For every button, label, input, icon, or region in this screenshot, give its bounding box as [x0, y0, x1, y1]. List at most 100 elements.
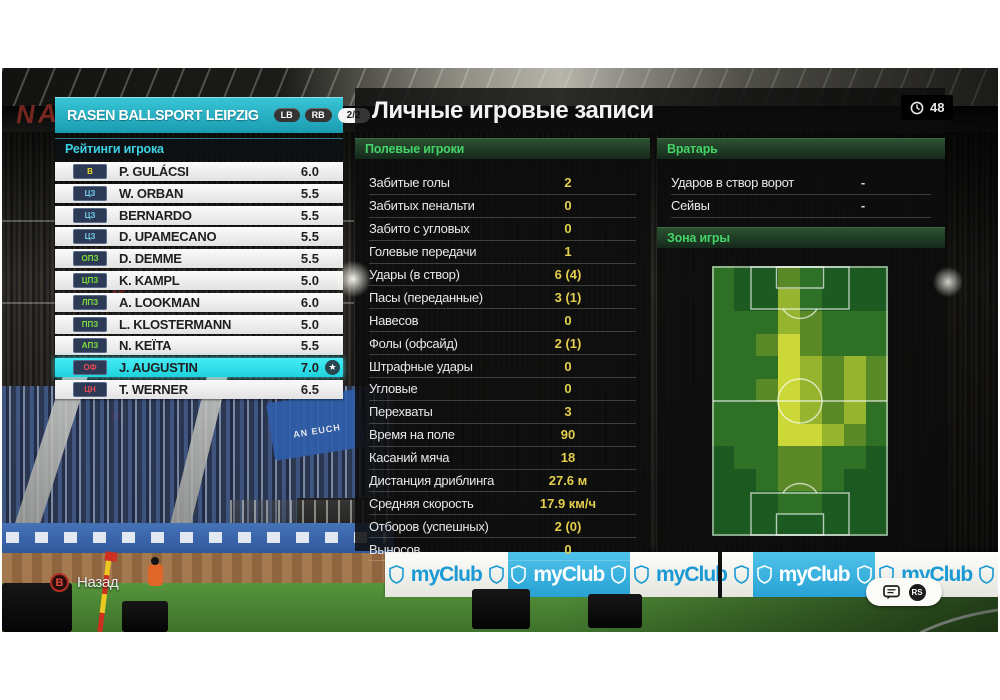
player-row[interactable]: ОФ J. AUGUSTIN 7.0 ★ [55, 358, 343, 378]
heatmap-cell [844, 378, 866, 401]
goalkeeper-title: Вратарь [667, 142, 718, 156]
stat-label: Забитых пенальти [369, 198, 475, 214]
ad-panel: myClub [752, 552, 876, 597]
heatmap-cell [712, 491, 734, 514]
player-rating: 6.5 [300, 382, 319, 397]
heatmap-cell [756, 266, 778, 289]
team-name: RASEN BALLSPORT LEIPZIG [67, 106, 259, 124]
player-row[interactable]: АПЗ N. KEÏTA 5.5 [55, 336, 343, 356]
ad-logo-text: myClub [410, 562, 483, 586]
microphone-stand [718, 538, 722, 598]
heatmap-cell [734, 423, 756, 446]
player-row[interactable]: ЦЗ BERNARDO 5.5 [55, 205, 343, 225]
heatmap-cell [756, 513, 778, 536]
heatmap-cell [712, 333, 734, 356]
field-players-section [355, 159, 650, 551]
heatmap-cell [800, 356, 822, 379]
stat-row: Перехваты 3 [369, 401, 636, 424]
heatmap-cell [778, 311, 800, 334]
shield-icon [511, 565, 527, 584]
stat-value: 2 (0) [554, 518, 582, 534]
player-name: T. WERNER [119, 382, 188, 397]
heatmap-cell [712, 468, 734, 491]
stat-row: Дистанция дриблинга 27.6 м [369, 470, 636, 493]
heatmap-cell [822, 446, 844, 469]
heatmap-cell [712, 513, 734, 536]
steward-head [151, 557, 159, 565]
heatmap-cell [800, 401, 822, 424]
heatmap-cell [712, 446, 734, 469]
heatmap-cell [866, 356, 888, 379]
heatmap-cell [756, 423, 778, 446]
heatmap-cell [756, 446, 778, 469]
player-rating: 5.5 [300, 185, 319, 201]
heatmap-cell [756, 491, 778, 514]
heatmap-cell [844, 311, 866, 334]
heatmap-cell [866, 446, 888, 469]
player-row[interactable]: ЦЗ D. UPAMECANO 5.5 [55, 227, 343, 247]
chat-icon[interactable] [882, 584, 900, 600]
shield-icon [756, 565, 772, 584]
heatmap-cell [734, 468, 756, 491]
heatmap-cell [800, 378, 822, 401]
player-row[interactable]: ЦЗ W. ORBAN 5.5 [55, 183, 343, 203]
heatmap-cell [778, 423, 800, 446]
section-header-zone: Зона игры [657, 227, 945, 248]
player-row[interactable]: В P. GULÁCSI 6.0 [55, 162, 343, 181]
player-row[interactable]: ЦПЗ K. KAMPL 5.0 [55, 271, 343, 290]
heatmap-cell [712, 266, 734, 289]
stat-label: Сейвы [671, 198, 710, 214]
player-name: J. AUGUSTIN [119, 360, 198, 376]
heatmap-cell [756, 468, 778, 491]
heatmap-cell [866, 401, 888, 424]
heatmap-cell [822, 333, 844, 356]
stat-label: Отборов (успешных) [369, 518, 489, 534]
rb-button[interactable]: RB [304, 108, 332, 122]
star-icon: ★ [325, 360, 340, 376]
position-badge: ЦН [73, 382, 107, 397]
heatmap-cell [778, 491, 800, 514]
player-row[interactable]: ППЗ L. KLOSTERMANN 5.0 [55, 314, 343, 334]
back-button[interactable]: B Назад [50, 573, 119, 592]
goalkeeper-stats-list: Ударов в створ ворот - Сейвы - [657, 172, 945, 218]
heatmap-cell [844, 446, 866, 469]
heatmap-cell [734, 378, 756, 401]
player-rating: 5.5 [300, 338, 319, 354]
heatmap-cell [866, 333, 888, 356]
stat-label: Пасы (переданные) [369, 289, 483, 305]
player-rating: 7.0 [300, 360, 319, 376]
heatmap-cell [822, 491, 844, 514]
stat-value: 2 (1) [554, 335, 582, 351]
heatmap-cell [844, 356, 866, 379]
stat-label: Угловые [369, 381, 418, 397]
stat-label: Голевые передачи [369, 244, 477, 260]
heatmap-cell [800, 446, 822, 469]
heatmap-cell [866, 288, 888, 311]
stat-row: Голевые передачи 1 [369, 241, 636, 264]
clock-value: 48 [930, 100, 945, 115]
heatmap-cell [844, 401, 866, 424]
position-badge: ОФ [73, 360, 107, 376]
b-button-icon[interactable]: B [50, 573, 69, 592]
stat-label: Забитые голы [369, 175, 450, 191]
heatmap-cell [756, 401, 778, 424]
section-header-goalkeeper: Вратарь [657, 138, 945, 159]
position-badge: ЦЗ [73, 185, 107, 201]
heatmap-cell [712, 311, 734, 334]
lb-button[interactable]: LB [273, 108, 300, 122]
heatmap-cell [866, 491, 888, 514]
stat-label: Штрафные удары [369, 358, 473, 374]
heatmap-cell [734, 311, 756, 334]
stat-label: Перехваты [369, 404, 433, 420]
player-row[interactable]: ЛПЗ A. LOOKMAN 6.0 [55, 292, 343, 312]
right-stick-icon[interactable]: RS [908, 583, 926, 601]
player-row[interactable]: ОПЗ D. DEMME 5.5 [55, 249, 343, 269]
heatmap-cell [778, 468, 800, 491]
player-row[interactable]: ЦН T. WERNER 6.5 [55, 380, 343, 399]
heatmap-cell [712, 356, 734, 379]
position-badge: ЦЗ [73, 229, 107, 245]
stat-row: Угловые 0 [369, 378, 636, 401]
heatmap-cell [712, 401, 734, 424]
shield-icon [734, 565, 749, 584]
player-ratings-header: Рейтинги игрока [55, 138, 343, 159]
